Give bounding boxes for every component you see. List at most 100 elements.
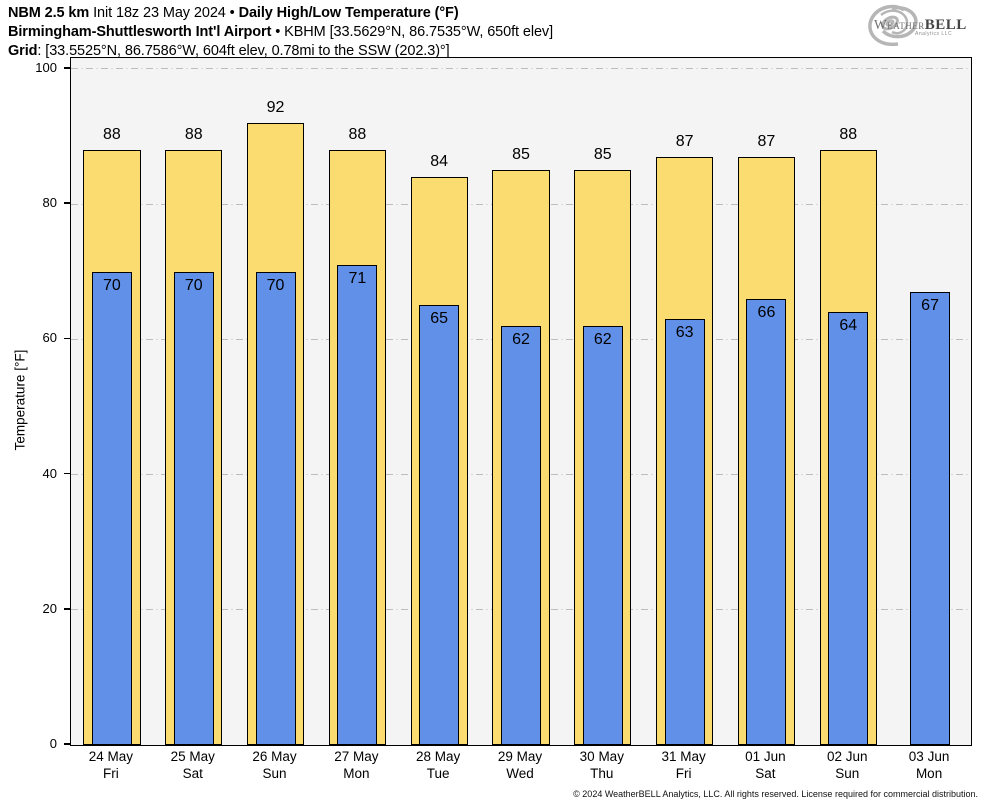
grid-label: Grid [8, 43, 38, 59]
low-value-label: 63 [675, 324, 694, 342]
high-value-label: 87 [757, 132, 776, 150]
x-tick-label: 27 May Mon [315, 749, 397, 782]
high-value-label: 84 [430, 153, 449, 171]
low-value-label: 62 [593, 330, 612, 348]
x-tick-date: 26 May [252, 749, 297, 764]
y-tick-label-80: 80 [42, 195, 57, 211]
plot-area: 88 70 88 70 92 70 88 71 84 65 85 62 85 62 87 63 87 66 88 64… [70, 57, 972, 746]
low-bar [255, 271, 296, 745]
y-tick-mark-100 [64, 67, 71, 69]
x-tick-day: Wed [506, 765, 534, 781]
y-tick-label-20: 20 [42, 600, 57, 616]
low-bar [664, 319, 705, 745]
weatherbell-logo: WeatherBELL Analytics LLC [852, 0, 982, 50]
x-tick-date: 30 May [579, 749, 624, 764]
x-tick-day: Sat [182, 765, 203, 781]
low-bar [582, 325, 623, 745]
x-tick-label: 25 May Sat [152, 749, 234, 782]
model-name: NBM 2.5 km [8, 5, 90, 21]
x-tick-date: 27 May [334, 749, 379, 764]
high-value-label: 85 [593, 146, 612, 164]
x-tick-date: 31 May [661, 749, 706, 764]
low-value-label: 70 [266, 276, 285, 294]
high-value-label: 88 [348, 125, 367, 143]
low-bar [828, 312, 869, 745]
chart-header: NBM 2.5 km Init 18z 23 May 2024 • Daily … [8, 4, 553, 61]
x-tick-day: Fri [103, 765, 119, 781]
low-value-label: 65 [430, 310, 449, 328]
high-value-label: 85 [512, 146, 530, 164]
low-bar [337, 264, 378, 745]
init-time: Init 18z 23 May 2024 • [89, 5, 239, 21]
logo-bell-text: BELL [924, 17, 967, 33]
header-line-3: Grid: [33.5525°N, 86.7586°W, 604ft elev,… [8, 42, 553, 61]
low-bar [500, 325, 542, 745]
low-bar [91, 271, 132, 745]
y-tick-mark-40 [64, 472, 71, 475]
high-value-label: 88 [184, 125, 203, 143]
x-axis: 24 May Fri 25 May Sat 26 May Sun 27 May Mon 28 M… [70, 749, 970, 787]
x-tick-label: 03 Jun Mon [888, 749, 970, 782]
x-tick-date: 02 Jun [826, 749, 868, 764]
low-bar [746, 298, 787, 745]
low-value-label: 64 [839, 317, 858, 335]
header-line-2: Birmingham-Shuttlesworth Int'l Airport •… [8, 23, 553, 42]
x-tick-day: Sun [262, 765, 287, 781]
high-value-label: 92 [266, 98, 285, 116]
y-tick-mark-0 [64, 743, 71, 745]
x-tick-label: 26 May Sun [234, 749, 316, 782]
low-value-label: 70 [103, 276, 121, 294]
x-tick-label: 28 May Tue [397, 749, 479, 782]
low-value-label: 71 [348, 269, 367, 287]
x-tick-label: 30 May Thu [561, 749, 643, 782]
x-tick-date: 03 Jun [908, 749, 950, 764]
logo-weather-text: Weather [874, 17, 925, 32]
x-tick-date: 01 Jun [745, 749, 786, 764]
high-value-label: 87 [675, 132, 694, 150]
station-name: Birmingham-Shuttlesworth Int'l Airport [8, 24, 272, 40]
x-tick-label: 02 Jun Sun [806, 749, 888, 782]
x-tick-day: Mon [343, 765, 370, 781]
grid-coords: : [33.5525°N, 86.7586°W, 604ft elev, 0.7… [37, 43, 450, 59]
low-value-label: 67 [921, 296, 939, 314]
station-coords: • KBHM [33.5629°N, 86.7535°W, 650ft elev… [271, 24, 554, 40]
x-tick-day: Tue [426, 765, 450, 781]
high-value-label: 88 [839, 125, 858, 143]
x-tick-date: 24 May [88, 749, 134, 764]
y-tick-label-100: 100 [35, 59, 57, 75]
x-tick-day: Thu [590, 765, 614, 781]
low-value-label: 66 [757, 303, 776, 321]
low-value-label: 62 [512, 330, 530, 348]
x-tick-label: 01 Jun Sat [725, 749, 807, 782]
x-tick-day: Mon [915, 765, 943, 781]
x-tick-date: 25 May [170, 749, 215, 764]
low-bar [910, 291, 951, 745]
chart-title: Daily High/Low Temperature (°F) [238, 5, 459, 21]
x-tick-label: 24 May Fri [70, 749, 152, 782]
weatherbell-swirl-icon [868, 4, 918, 47]
x-tick-label: 31 May Fri [643, 749, 725, 782]
gridline-100 [71, 68, 971, 70]
x-tick-label: 29 May Wed [479, 749, 561, 782]
y-tick-mark-60 [64, 337, 71, 340]
y-axis: 0 20 40 60 80 100 [0, 57, 71, 751]
weatherbell-logo-text: WeatherBELL [874, 16, 967, 34]
y-tick-mark-20 [64, 607, 71, 610]
header-line-1: NBM 2.5 km Init 18z 23 May 2024 • Daily … [8, 4, 553, 23]
x-tick-day: Fri [675, 765, 692, 781]
y-tick-mark-80 [64, 202, 71, 204]
x-tick-day: Sun [835, 765, 860, 781]
high-value-label: 88 [103, 125, 121, 143]
copyright-notice: © 2024 WeatherBELL Analytics, LLC. All r… [573, 789, 978, 799]
logo-subtitle: Analytics LLC [915, 31, 953, 37]
y-tick-label-60: 60 [42, 330, 57, 346]
y-tick-label-0: 0 [49, 736, 57, 751]
low-value-label: 70 [184, 276, 203, 294]
low-bar [173, 271, 214, 745]
x-tick-day: Sat [755, 765, 776, 781]
x-tick-date: 29 May [497, 749, 543, 764]
low-bar [419, 305, 460, 745]
y-tick-label-40: 40 [42, 465, 57, 481]
x-tick-date: 28 May [416, 749, 461, 764]
